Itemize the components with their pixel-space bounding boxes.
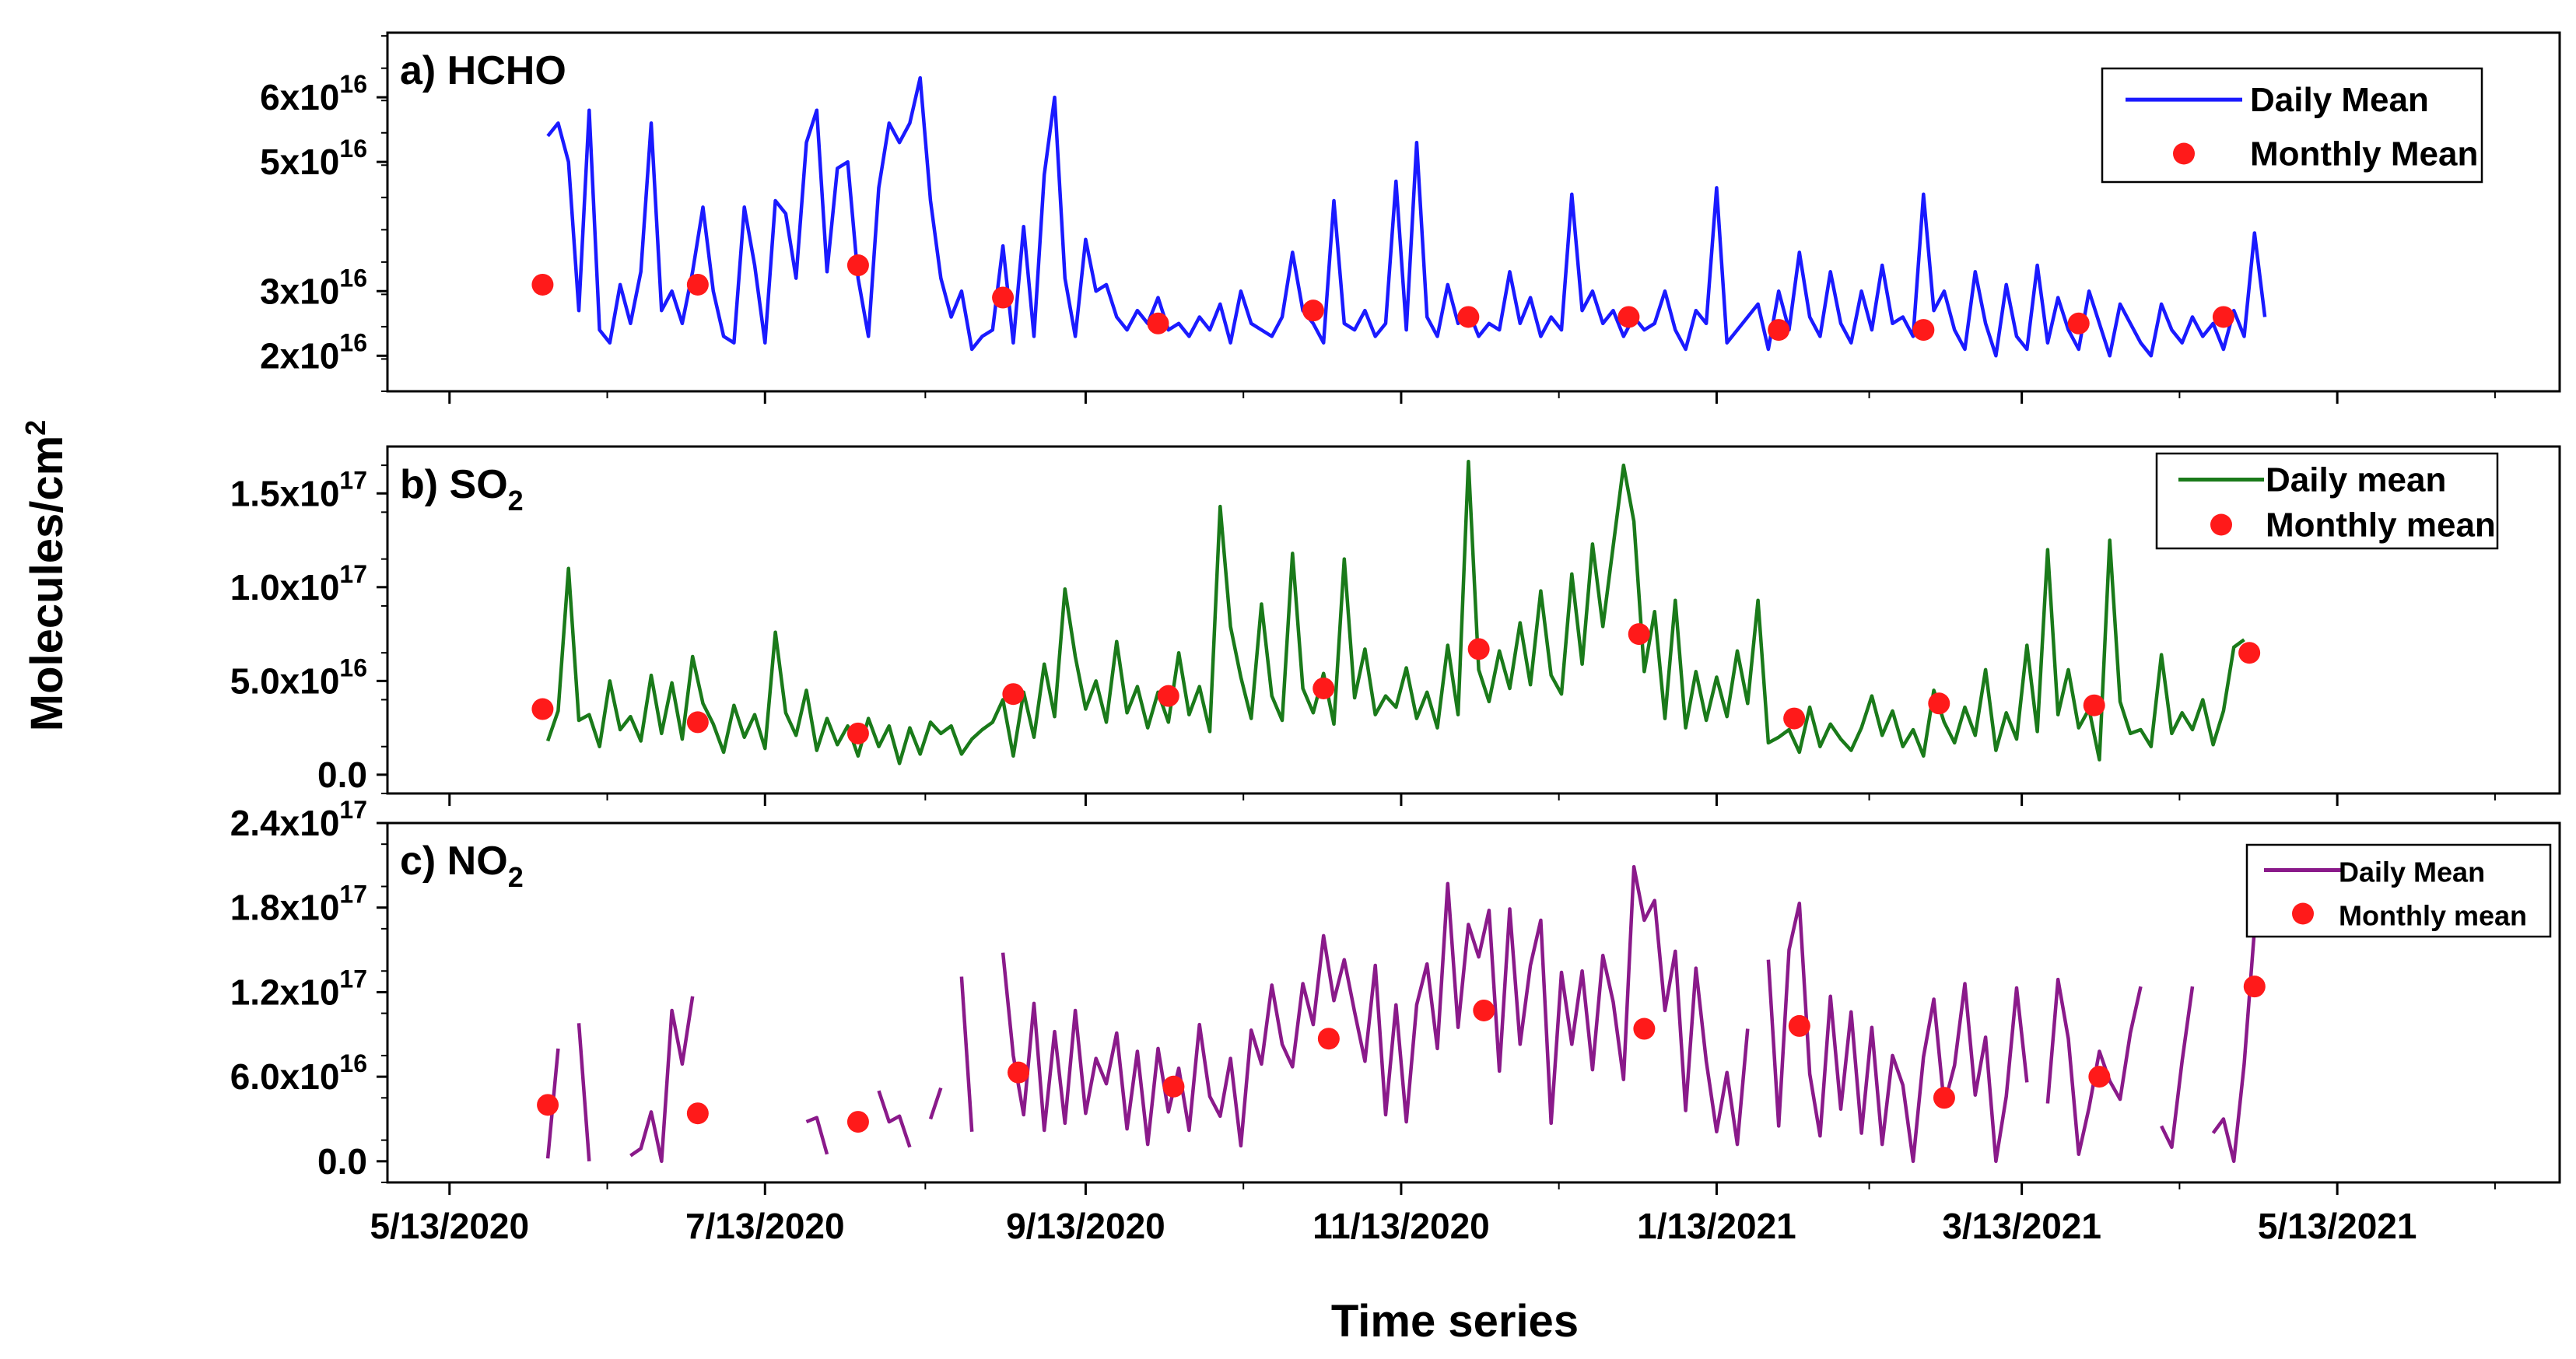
y-tick-label: 6x1016 xyxy=(260,70,367,117)
x-tick-label: 9/13/2020 xyxy=(1006,1206,1165,1246)
legend-box xyxy=(2101,67,2483,184)
x-tick-label: 1/13/2021 xyxy=(1637,1206,1796,1246)
monthly-mean-point xyxy=(1912,319,1935,342)
monthly-mean-point xyxy=(1467,638,1490,660)
y-tick-label: 0.0 xyxy=(317,755,367,795)
legend-label: Monthly Mean xyxy=(2250,135,2478,173)
monthly-mean-point xyxy=(846,722,869,744)
plot-frame xyxy=(386,821,2561,1184)
daily-series-line xyxy=(959,976,974,1132)
y-tick-label: 1.5x1017 xyxy=(230,466,367,513)
monthly-mean-point xyxy=(537,1094,559,1116)
monthly-mean-point xyxy=(1633,1017,1656,1040)
y-tick-label: 5.0x1016 xyxy=(230,653,367,701)
monthly-mean-point xyxy=(1617,306,1640,328)
monthly-mean-point xyxy=(686,1102,709,1125)
x-tick-label: 11/13/2020 xyxy=(1313,1206,1490,1246)
panel-title: a) HCHO xyxy=(400,48,566,93)
legend-marker-swatch xyxy=(2292,902,2314,925)
daily-series-line xyxy=(928,1087,943,1120)
y-tick-label: 1.8x1017 xyxy=(230,881,367,928)
legend-label: Daily Mean xyxy=(2250,81,2429,119)
y-tick-label: 5x1016 xyxy=(260,135,367,182)
monthly-mean-point xyxy=(2212,306,2234,328)
y-axis-title: Molecules/cm2 xyxy=(19,420,72,731)
monthly-mean-point xyxy=(846,254,869,277)
monthly-mean-point xyxy=(1002,683,1025,706)
panel-title: c) NO2 xyxy=(400,839,524,893)
monthly-mean-point xyxy=(1457,306,1480,328)
legend: Daily Mean Monthly Mean xyxy=(2101,67,2483,184)
legend-label: Monthly mean xyxy=(2266,506,2496,545)
x-tick-label: 5/13/2021 xyxy=(2258,1206,2417,1246)
monthly-mean-point xyxy=(1628,623,1650,646)
legend-box xyxy=(2155,452,2499,550)
monthly-mean-point xyxy=(2088,1066,2111,1088)
panel-a: 2x1016 3x1016 5x1016 6x1016 a) HCHO Daily Mea… xyxy=(260,31,2561,404)
monthly-mean-point xyxy=(1157,685,1179,707)
monthly-mean-point xyxy=(531,273,554,296)
x-tick-label: 3/13/2021 xyxy=(1942,1206,2101,1246)
legend-label: Daily mean xyxy=(2266,461,2446,499)
monthly-mean-point xyxy=(1473,999,1495,1021)
daily-series-line xyxy=(2211,928,2257,1164)
y-tick-label: 3x1016 xyxy=(260,264,367,311)
legend: Daily Mean Monthly mean xyxy=(2245,843,2552,938)
monthly-mean-point xyxy=(1302,299,1324,322)
monthly-mean-point xyxy=(1008,1061,1030,1084)
monthly-mean-point xyxy=(1317,1028,1340,1050)
legend-marker-swatch xyxy=(2210,513,2232,536)
x-tick-label: 5/13/2020 xyxy=(370,1206,529,1246)
daily-series-line xyxy=(546,75,2267,358)
plot-frame xyxy=(386,31,2561,393)
monthly-mean-point xyxy=(2067,312,2090,334)
monthly-mean-point xyxy=(1783,707,1806,730)
y-tick-label: 1.0x1017 xyxy=(230,560,367,608)
daily-series-line xyxy=(545,460,2245,765)
legend-marker-swatch xyxy=(2173,142,2195,165)
plot-frame xyxy=(386,445,2561,795)
daily-series-line xyxy=(877,1090,912,1148)
panel-b: 0.0 5.0x1016 1.0x1017 1.5x1017 b) SO2 Daily m… xyxy=(230,445,2561,806)
monthly-mean-point xyxy=(1788,1014,1810,1037)
daily-series-line xyxy=(805,1116,829,1155)
x-tick-label: 7/13/2020 xyxy=(685,1206,845,1246)
monthly-mean-point xyxy=(1162,1075,1185,1098)
monthly-mean-point xyxy=(1928,692,1950,715)
daily-series-line xyxy=(577,1023,591,1161)
legend: Daily mean Monthly mean xyxy=(2155,452,2499,550)
monthly-mean-point xyxy=(2238,642,2261,664)
daily-series-line xyxy=(1766,902,2029,1164)
legend-label: Monthly mean xyxy=(2339,900,2527,932)
monthly-mean-point xyxy=(686,711,709,734)
monthly-mean-point xyxy=(1147,312,1169,334)
monthly-mean-point xyxy=(992,286,1015,309)
y-tick-label: 2x1016 xyxy=(260,328,367,376)
x-tick-labels: 5/13/2020 7/13/2020 9/13/2020 11/13/2020 1/1… xyxy=(370,1206,2417,1246)
monthly-mean-point xyxy=(2243,975,2266,998)
daily-series-line xyxy=(1001,864,1750,1148)
panel-title: b) SO2 xyxy=(400,462,524,517)
monthly-mean-point xyxy=(531,698,554,720)
monthly-mean-point xyxy=(1933,1087,1955,1109)
daily-series-line xyxy=(2045,977,2143,1157)
y-tick-label: 6.0x1016 xyxy=(230,1049,367,1097)
y-tick-label: 1.2x1017 xyxy=(230,965,367,1012)
legend-label: Daily Mean xyxy=(2339,856,2485,888)
monthly-mean-point xyxy=(846,1111,869,1133)
daily-series-line xyxy=(629,996,695,1164)
x-axis-title: Time series xyxy=(1331,1296,1579,1347)
monthly-mean-point xyxy=(1768,319,1790,342)
monthly-mean-point xyxy=(2083,694,2105,716)
monthly-mean-point xyxy=(1313,677,1335,699)
daily-series-line xyxy=(2160,986,2195,1149)
y-tick-label: 2.4x1017 xyxy=(230,796,367,843)
y-tick-label: 0.0 xyxy=(317,1141,367,1182)
monthly-mean-point xyxy=(686,273,709,296)
panel-c: 0.0 6.0x1016 1.2x1017 1.8x1017 2.4x1017 c) NO… xyxy=(230,796,2561,1195)
